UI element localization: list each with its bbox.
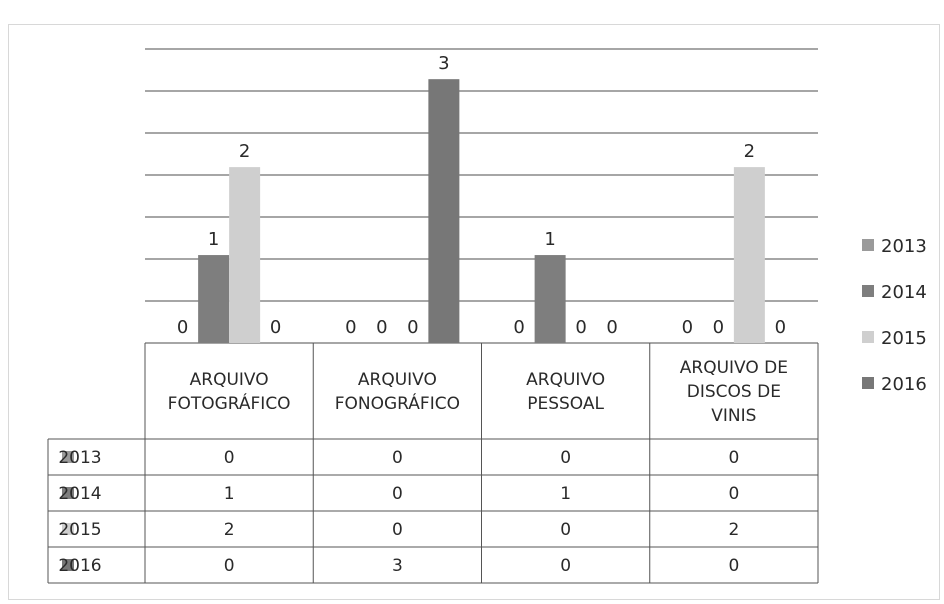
- data-label-2014-2: 1: [544, 229, 555, 250]
- category-label-3-0: ARQUIVO DE: [680, 358, 788, 378]
- table-cell-2014-3: 0: [728, 484, 739, 504]
- legend-label-2015: 2015: [881, 328, 927, 349]
- category-label-3-2: VINIS: [711, 406, 756, 426]
- table-row-key-2015: [62, 523, 74, 535]
- data-label-2013-2: 0: [513, 317, 524, 338]
- table-cell-2016-3: 0: [728, 556, 739, 576]
- chart-frame: [8, 24, 940, 600]
- table-cell-2015-3: 2: [728, 520, 739, 540]
- category-label-0-1: FOTOGRÁFICO: [168, 392, 291, 414]
- category-label-2-1: PESSOAL: [527, 394, 604, 414]
- data-label-2013-0: 0: [177, 317, 188, 338]
- table-row-key-2013: [62, 451, 74, 463]
- table-cell-2015-1: 0: [392, 520, 403, 540]
- legend-swatch-2013: [862, 239, 874, 251]
- data-label-2015-1: 0: [407, 317, 418, 338]
- table-cell-2016-2: 0: [560, 556, 571, 576]
- category-label-1-0: ARQUIVO: [358, 370, 437, 390]
- category-label-0-0: ARQUIVO: [190, 370, 269, 390]
- data-label-2014-1: 0: [376, 317, 387, 338]
- bar-2015-0: [229, 167, 261, 343]
- table-cell-2013-3: 0: [728, 448, 739, 468]
- data-label-2013-3: 0: [682, 317, 693, 338]
- table-cell-2013-2: 0: [560, 448, 571, 468]
- legend-swatch-2014: [862, 285, 874, 297]
- legend-label-2014: 2014: [881, 282, 927, 303]
- table-cell-2013-1: 0: [392, 448, 403, 468]
- table-cell-2014-2: 1: [560, 484, 571, 504]
- table-row-key-2014: [62, 487, 74, 499]
- bar-2016-1: [428, 79, 460, 344]
- data-label-2016-3: 0: [775, 317, 786, 338]
- table-row-label-2014: 2014: [58, 484, 101, 504]
- category-label-3-1: DISCOS DE: [687, 382, 781, 402]
- category-label-1-1: FONOGRÁFICO: [335, 392, 460, 414]
- data-label-2013-1: 0: [345, 317, 356, 338]
- category-label-2-0: ARQUIVO: [526, 370, 605, 390]
- data-label-2015-0: 2: [239, 141, 250, 162]
- legend-label-2016: 2016: [881, 374, 927, 395]
- data-label-2015-2: 0: [575, 317, 586, 338]
- bar-2014-2: [534, 255, 566, 343]
- table-row-key-2016: [62, 559, 74, 571]
- legend-label-2013: 2013: [881, 236, 927, 257]
- data-label-2014-3: 0: [713, 317, 724, 338]
- table-row-label-2015: 2015: [58, 520, 101, 540]
- table-cell-2015-2: 0: [560, 520, 571, 540]
- data-label-2016-2: 0: [606, 317, 617, 338]
- table-cell-2013-0: 0: [224, 448, 235, 468]
- bar-2014-0: [198, 255, 230, 343]
- table-cell-2014-1: 0: [392, 484, 403, 504]
- table-cell-2015-0: 2: [224, 520, 235, 540]
- table-cell-2016-0: 0: [224, 556, 235, 576]
- table-cell-2016-1: 3: [392, 556, 403, 576]
- table-row-label-2013: 2013: [58, 448, 101, 468]
- data-label-2015-3: 2: [744, 141, 755, 162]
- legend-swatch-2016: [862, 377, 874, 389]
- bar-2015-3: [733, 167, 765, 343]
- data-label-2016-1: 3: [438, 53, 449, 74]
- table-row-label-2016: 2016: [58, 556, 101, 576]
- table-cell-2014-0: 1: [224, 484, 235, 504]
- legend-swatch-2015: [862, 331, 874, 343]
- data-label-2016-0: 0: [270, 317, 281, 338]
- data-label-2014-0: 1: [208, 229, 219, 250]
